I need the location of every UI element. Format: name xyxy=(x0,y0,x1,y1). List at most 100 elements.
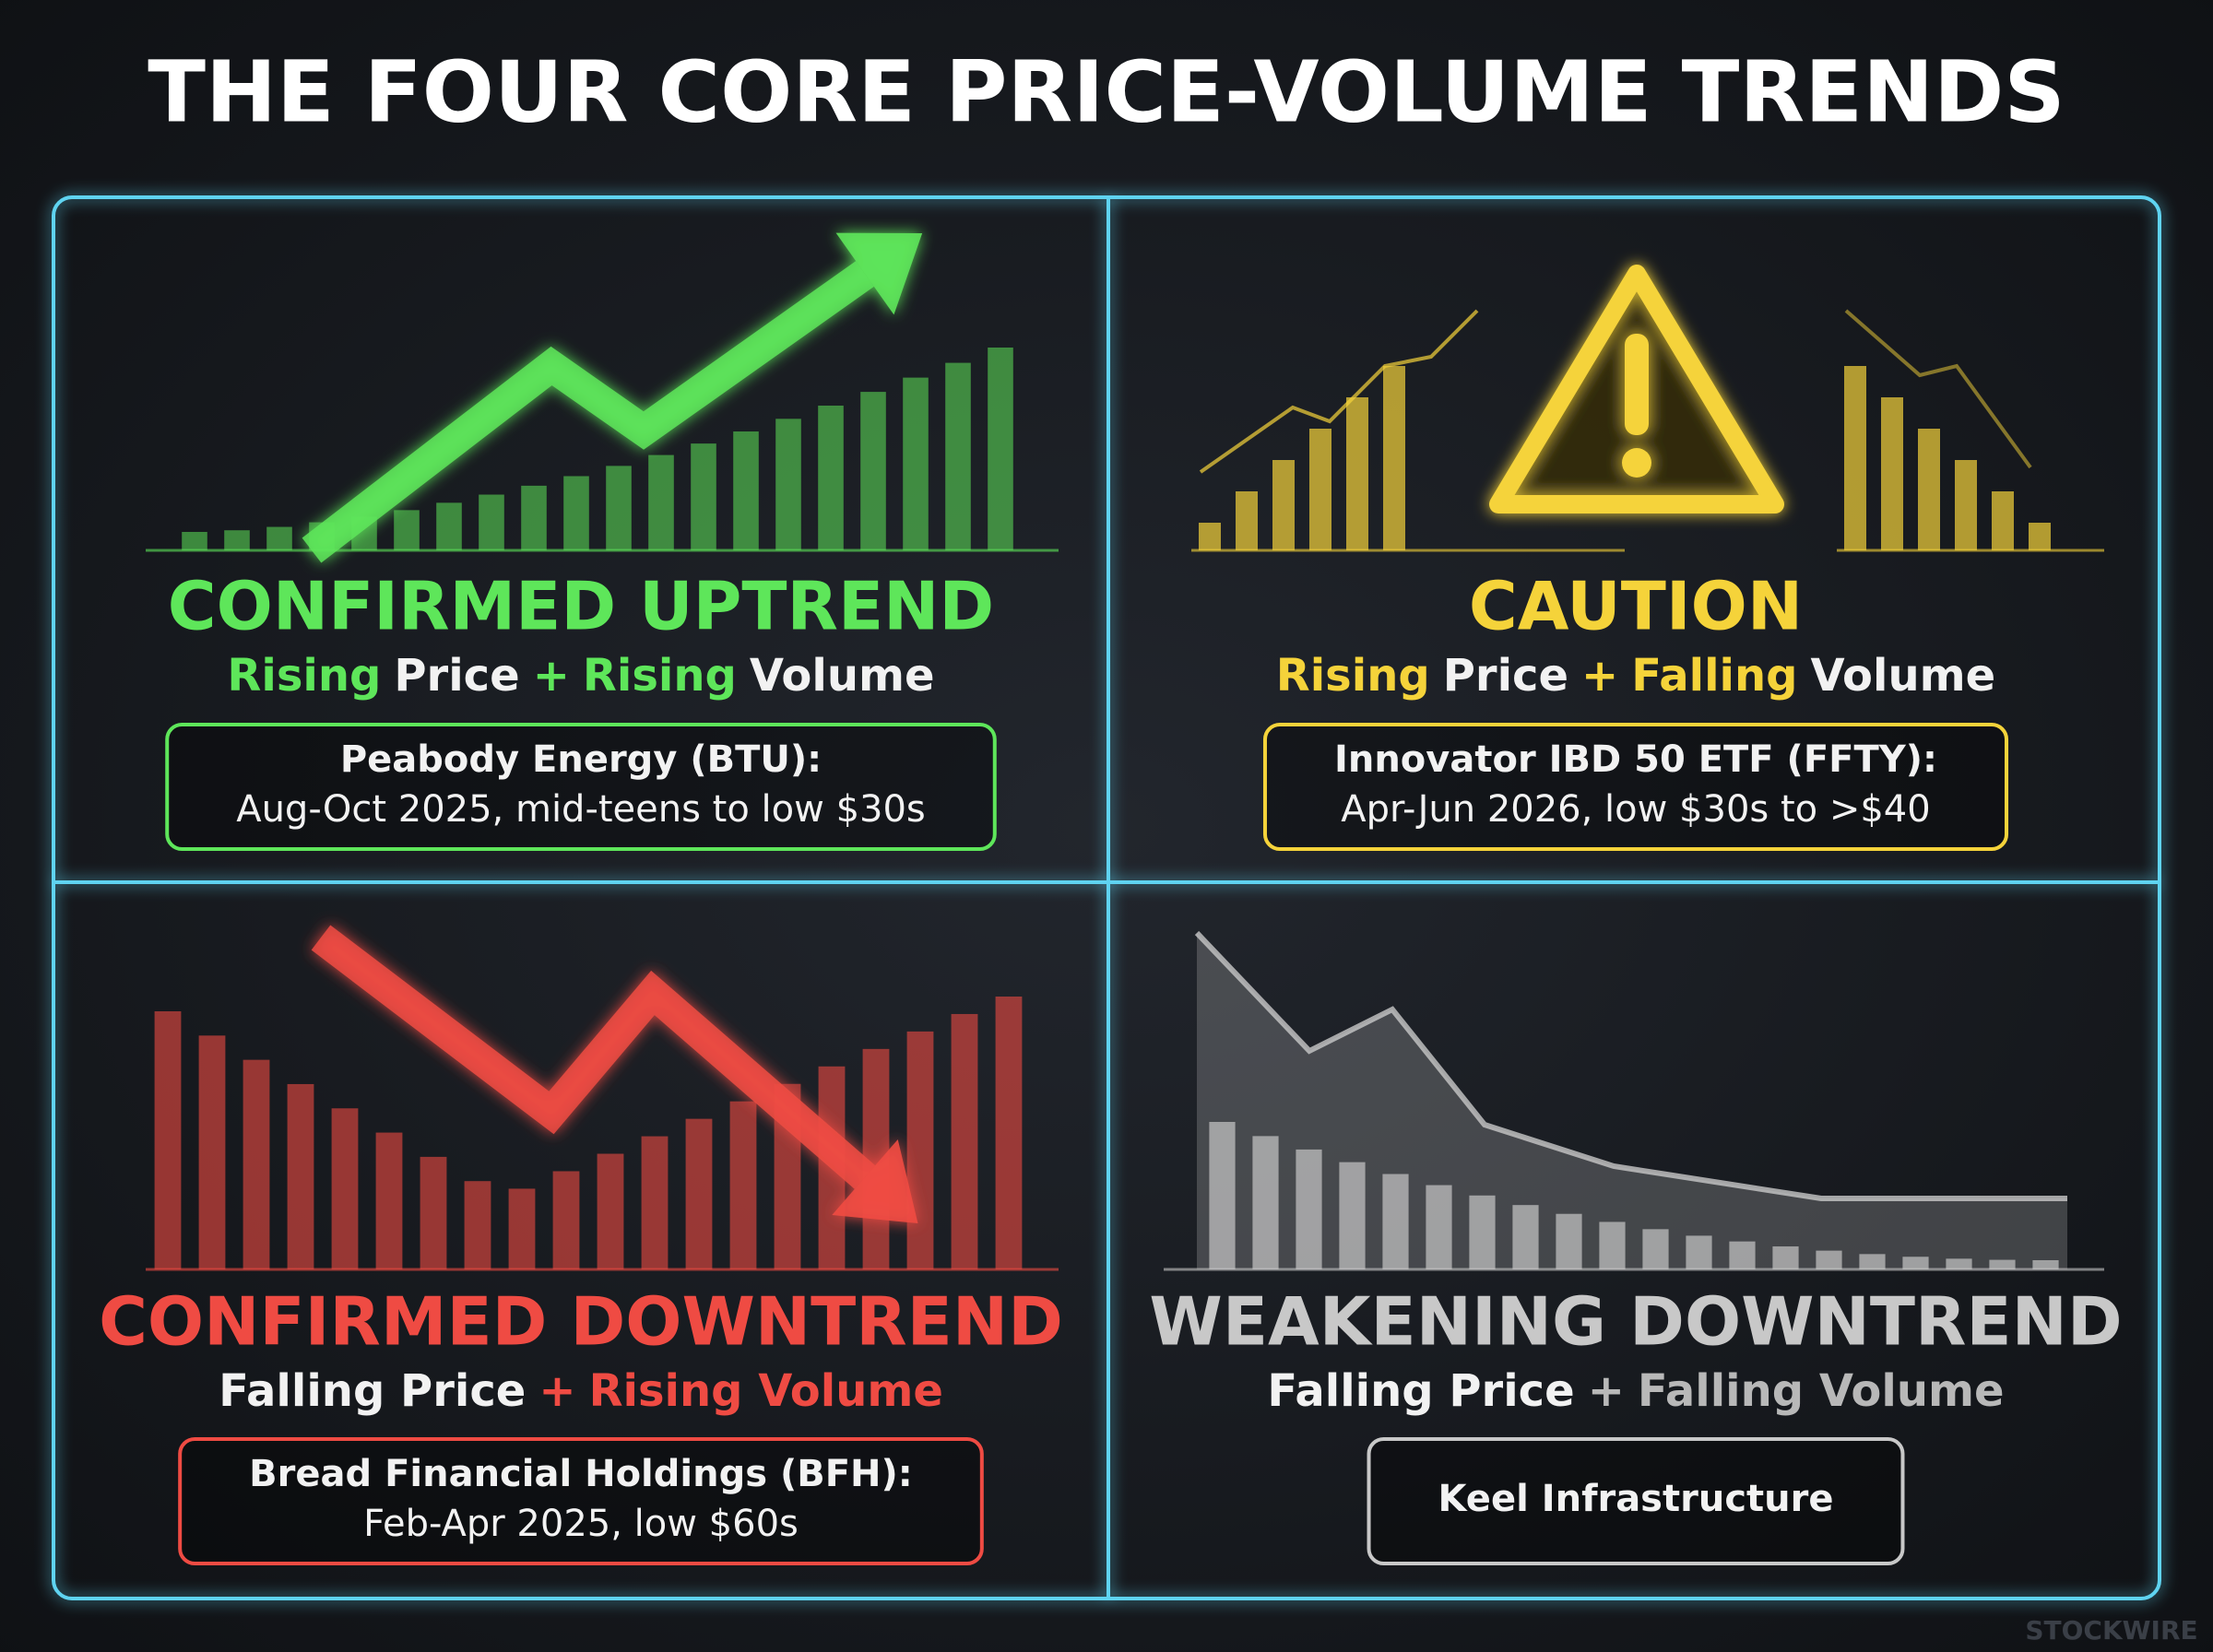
decor-bar xyxy=(1339,1162,1366,1269)
arrow-body xyxy=(311,925,876,1189)
decor-bar xyxy=(945,362,971,550)
decor-line xyxy=(1844,309,2032,469)
subtitle-part: Falling Price xyxy=(219,1365,526,1417)
decor-bar xyxy=(729,1101,757,1269)
subtitle-part: + xyxy=(1581,650,1618,702)
example-line: Keel Infrastructure xyxy=(1438,1478,1834,1520)
decor-bar xyxy=(1844,366,1866,550)
example-box xyxy=(1262,723,2009,851)
example-box xyxy=(165,723,997,851)
warning-icon xyxy=(1489,265,1784,513)
decor-bar xyxy=(287,1083,314,1269)
quadrant-subtitle: Rising Price + Falling Volume xyxy=(1276,650,1995,702)
decor-bar xyxy=(995,997,1023,1269)
quadrant-subtitle: Falling Price + Falling Volume xyxy=(1267,1365,2004,1417)
decor-bar xyxy=(860,392,886,550)
decor-bar xyxy=(1881,397,1903,550)
subtitle-part: + xyxy=(533,650,570,702)
subtitle-part: Volume xyxy=(750,650,935,702)
decor-bar xyxy=(394,510,420,550)
example-box xyxy=(178,1437,984,1565)
decor-bar xyxy=(1383,366,1405,550)
decor-bar xyxy=(2029,523,2051,550)
decor-bar xyxy=(1296,1149,1322,1269)
decor-bar xyxy=(243,1059,270,1269)
decor-bar xyxy=(1346,397,1368,550)
main-title: THE FOUR CORE PRICE-VOLUME TRENDS xyxy=(148,42,2065,141)
subtitle-part: Falling Volume xyxy=(1638,1365,2005,1417)
decor-bar xyxy=(508,1188,536,1269)
warning-dot xyxy=(1622,448,1651,478)
quadrant-heading: CONFIRMED DOWNTREND xyxy=(99,1283,1063,1361)
subtitle-part: Volume xyxy=(1811,650,1996,702)
decor-area xyxy=(1197,933,2067,1269)
quadrant-heading: CAUTION xyxy=(1469,568,1803,645)
decor-bar xyxy=(331,1108,359,1269)
decor-bar xyxy=(606,466,632,550)
subtitle-part: Price xyxy=(394,650,519,702)
decor-bar xyxy=(2032,1260,2059,1269)
decor-bar xyxy=(266,526,292,550)
quadrant-subtitle: Rising Price + Rising Volume xyxy=(227,650,934,702)
subtitle-part: Falling Price xyxy=(1267,1365,1574,1417)
decor-bar xyxy=(597,1153,624,1269)
illustrations xyxy=(146,232,2104,1271)
decor-bar xyxy=(1772,1246,1799,1269)
decor-bar xyxy=(521,485,547,550)
decor-bar xyxy=(1309,429,1331,550)
decor-bar xyxy=(375,1132,403,1269)
subtitle-part: + xyxy=(1588,1365,1625,1417)
decor-bar xyxy=(733,431,759,550)
decor-bar xyxy=(641,1136,669,1269)
quadrant-heading: CONFIRMED UPTREND xyxy=(168,568,994,645)
subtitle-part: Rising xyxy=(1276,650,1430,702)
example-line: Feb-Apr 2025, low $60s xyxy=(363,1503,799,1545)
decor-bar xyxy=(198,1035,226,1269)
decor-bar xyxy=(479,494,504,550)
decor-bar xyxy=(1992,491,2014,550)
decor-bar xyxy=(1272,460,1295,550)
decor-bar xyxy=(906,1031,934,1269)
subtitle-part: Rising xyxy=(227,650,381,702)
example-line: Aug-Oct 2025, mid-teens to low $30s xyxy=(236,788,926,831)
decor-bar xyxy=(182,532,207,550)
decor-bar xyxy=(951,1013,978,1269)
example-line: Bread Financial Holdings (BFH): xyxy=(249,1453,913,1495)
decor-bar xyxy=(1599,1221,1626,1269)
arrow-body xyxy=(302,261,874,563)
quadrant-subtitle: Falling Price + Rising Volume xyxy=(219,1365,943,1417)
subtitle-part: Rising xyxy=(583,650,737,702)
decor-line xyxy=(1194,930,2067,1201)
decor-bar xyxy=(1989,1259,2016,1269)
frame xyxy=(52,195,2161,1600)
subtitle-part: + xyxy=(538,1365,575,1417)
decor-bar xyxy=(1382,1174,1409,1269)
decor-bar xyxy=(1642,1229,1669,1269)
example-line: Innovator IBD 50 ETF (FFTY): xyxy=(1334,738,1937,781)
decor-bar xyxy=(1236,491,1258,550)
decor-bar xyxy=(563,476,589,550)
example-line: Apr-Jun 2026, low $30s to >$40 xyxy=(1341,788,1930,831)
subtitle-part: Price xyxy=(1443,650,1568,702)
decor-bar xyxy=(436,502,462,550)
decor-bar xyxy=(1199,523,1221,550)
decor-bar xyxy=(1469,1195,1496,1269)
decor-bar xyxy=(903,377,929,550)
decor-bar xyxy=(1556,1213,1582,1269)
decor-bar xyxy=(1816,1250,1842,1269)
example-line: Peabody Energy (BTU): xyxy=(340,738,822,781)
decor-bar xyxy=(1955,460,1977,550)
watermark: STOCKWIRE xyxy=(2025,1615,2197,1646)
decor-bar xyxy=(1512,1205,1539,1269)
decor-bar xyxy=(1426,1185,1452,1269)
decor-bar xyxy=(1686,1235,1712,1269)
decor-bar xyxy=(1902,1257,1929,1269)
decor-bar xyxy=(1729,1241,1756,1269)
decor-arrow xyxy=(302,232,923,563)
decor-bar xyxy=(818,405,844,550)
decor-arrow xyxy=(311,925,918,1223)
decor-bar xyxy=(224,530,250,550)
decor-bar xyxy=(420,1156,447,1269)
